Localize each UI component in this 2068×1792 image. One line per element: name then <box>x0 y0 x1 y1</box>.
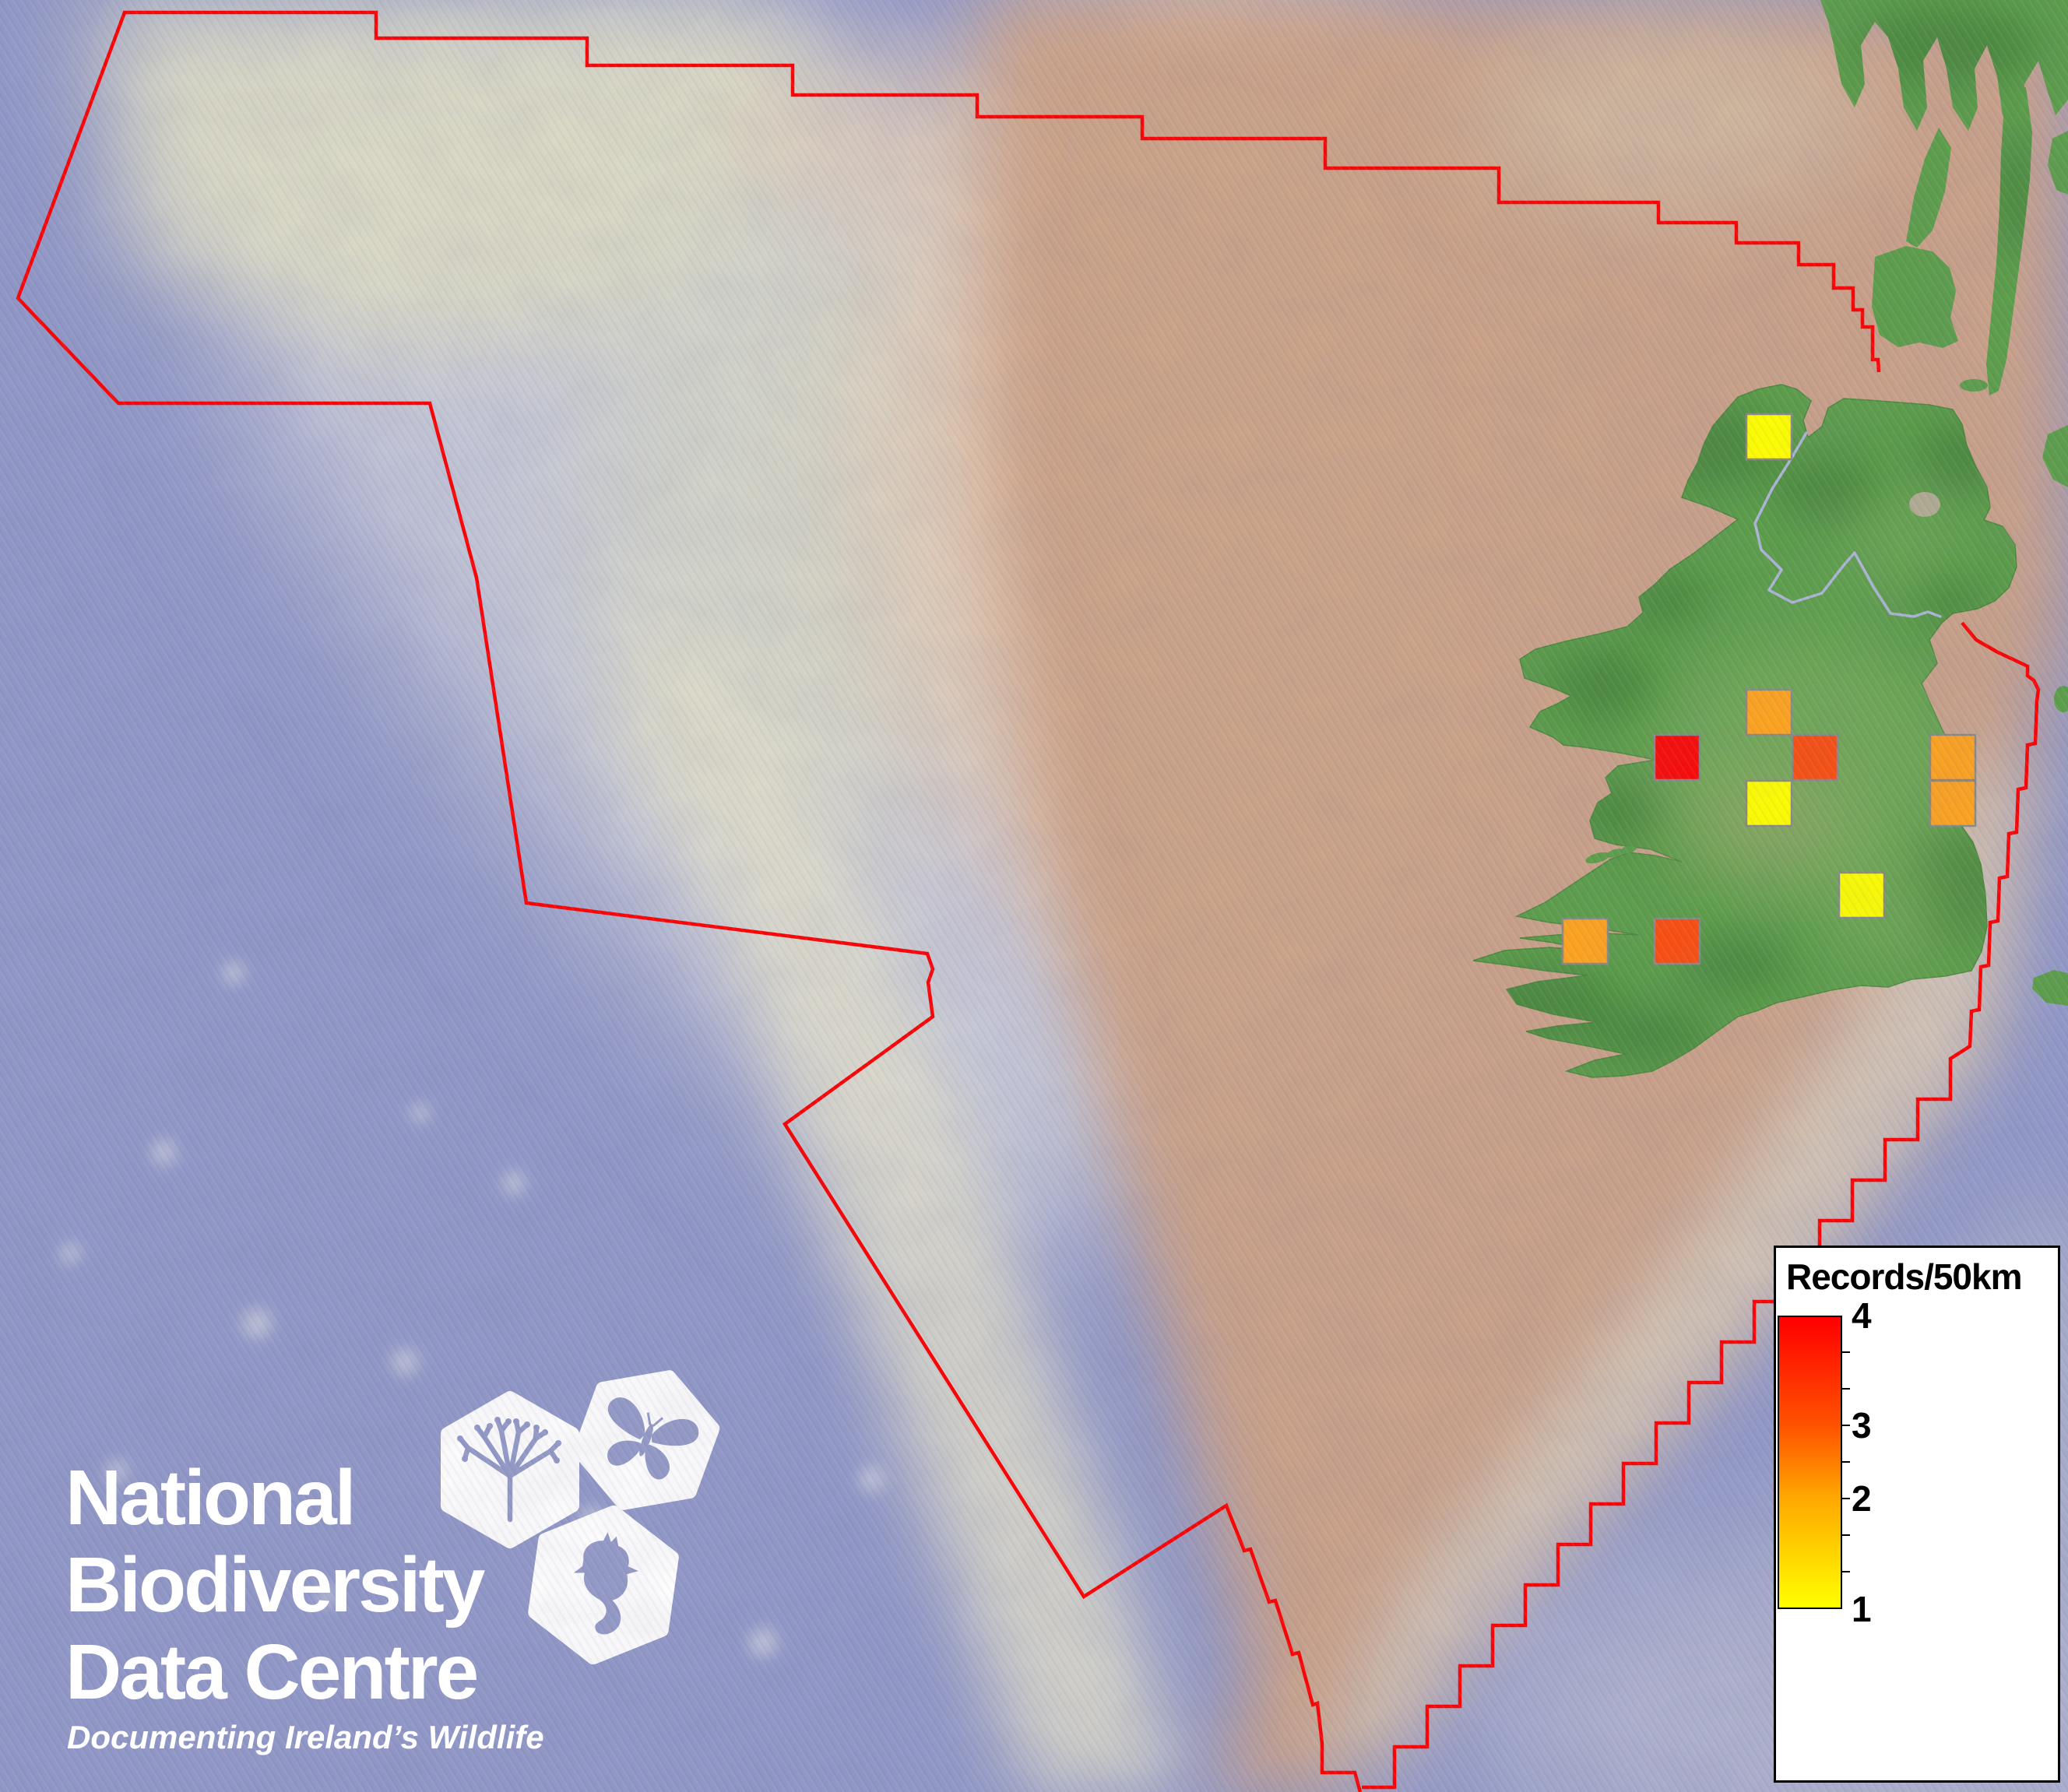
legend-label: 3 <box>1852 1405 1872 1446</box>
logo-tagline: Documenting Ireland’s Wildlife <box>67 1719 544 1755</box>
legend-title: Records/50km <box>1786 1256 2022 1297</box>
legend-tick-mark <box>1842 1534 1850 1536</box>
legend-tick-mark <box>1842 1351 1850 1353</box>
legend-label: 2 <box>1852 1478 1872 1519</box>
legend-label: 4 <box>1852 1295 1872 1336</box>
legend-gradient-bar <box>1778 1316 1842 1609</box>
legend-label: 1 <box>1852 1589 1872 1629</box>
legend-tick-mark <box>1842 1571 1850 1572</box>
logo-line-1: National <box>65 1454 356 1541</box>
legend-panel: Records/50km 4 3 2 1 <box>1774 1246 2060 1783</box>
legend-tick-mark <box>1842 1461 1850 1463</box>
legend-tick-mark <box>1842 1425 1850 1426</box>
legend-tick-mark <box>1842 1498 1850 1499</box>
logo-line-2: Biodiversity <box>65 1541 485 1629</box>
legend-tick-mark <box>1842 1388 1850 1390</box>
logo-line-3: Data Centre <box>65 1629 479 1716</box>
nbdc-logo-text: National Biodiversity Data Centre <box>65 1454 485 1716</box>
